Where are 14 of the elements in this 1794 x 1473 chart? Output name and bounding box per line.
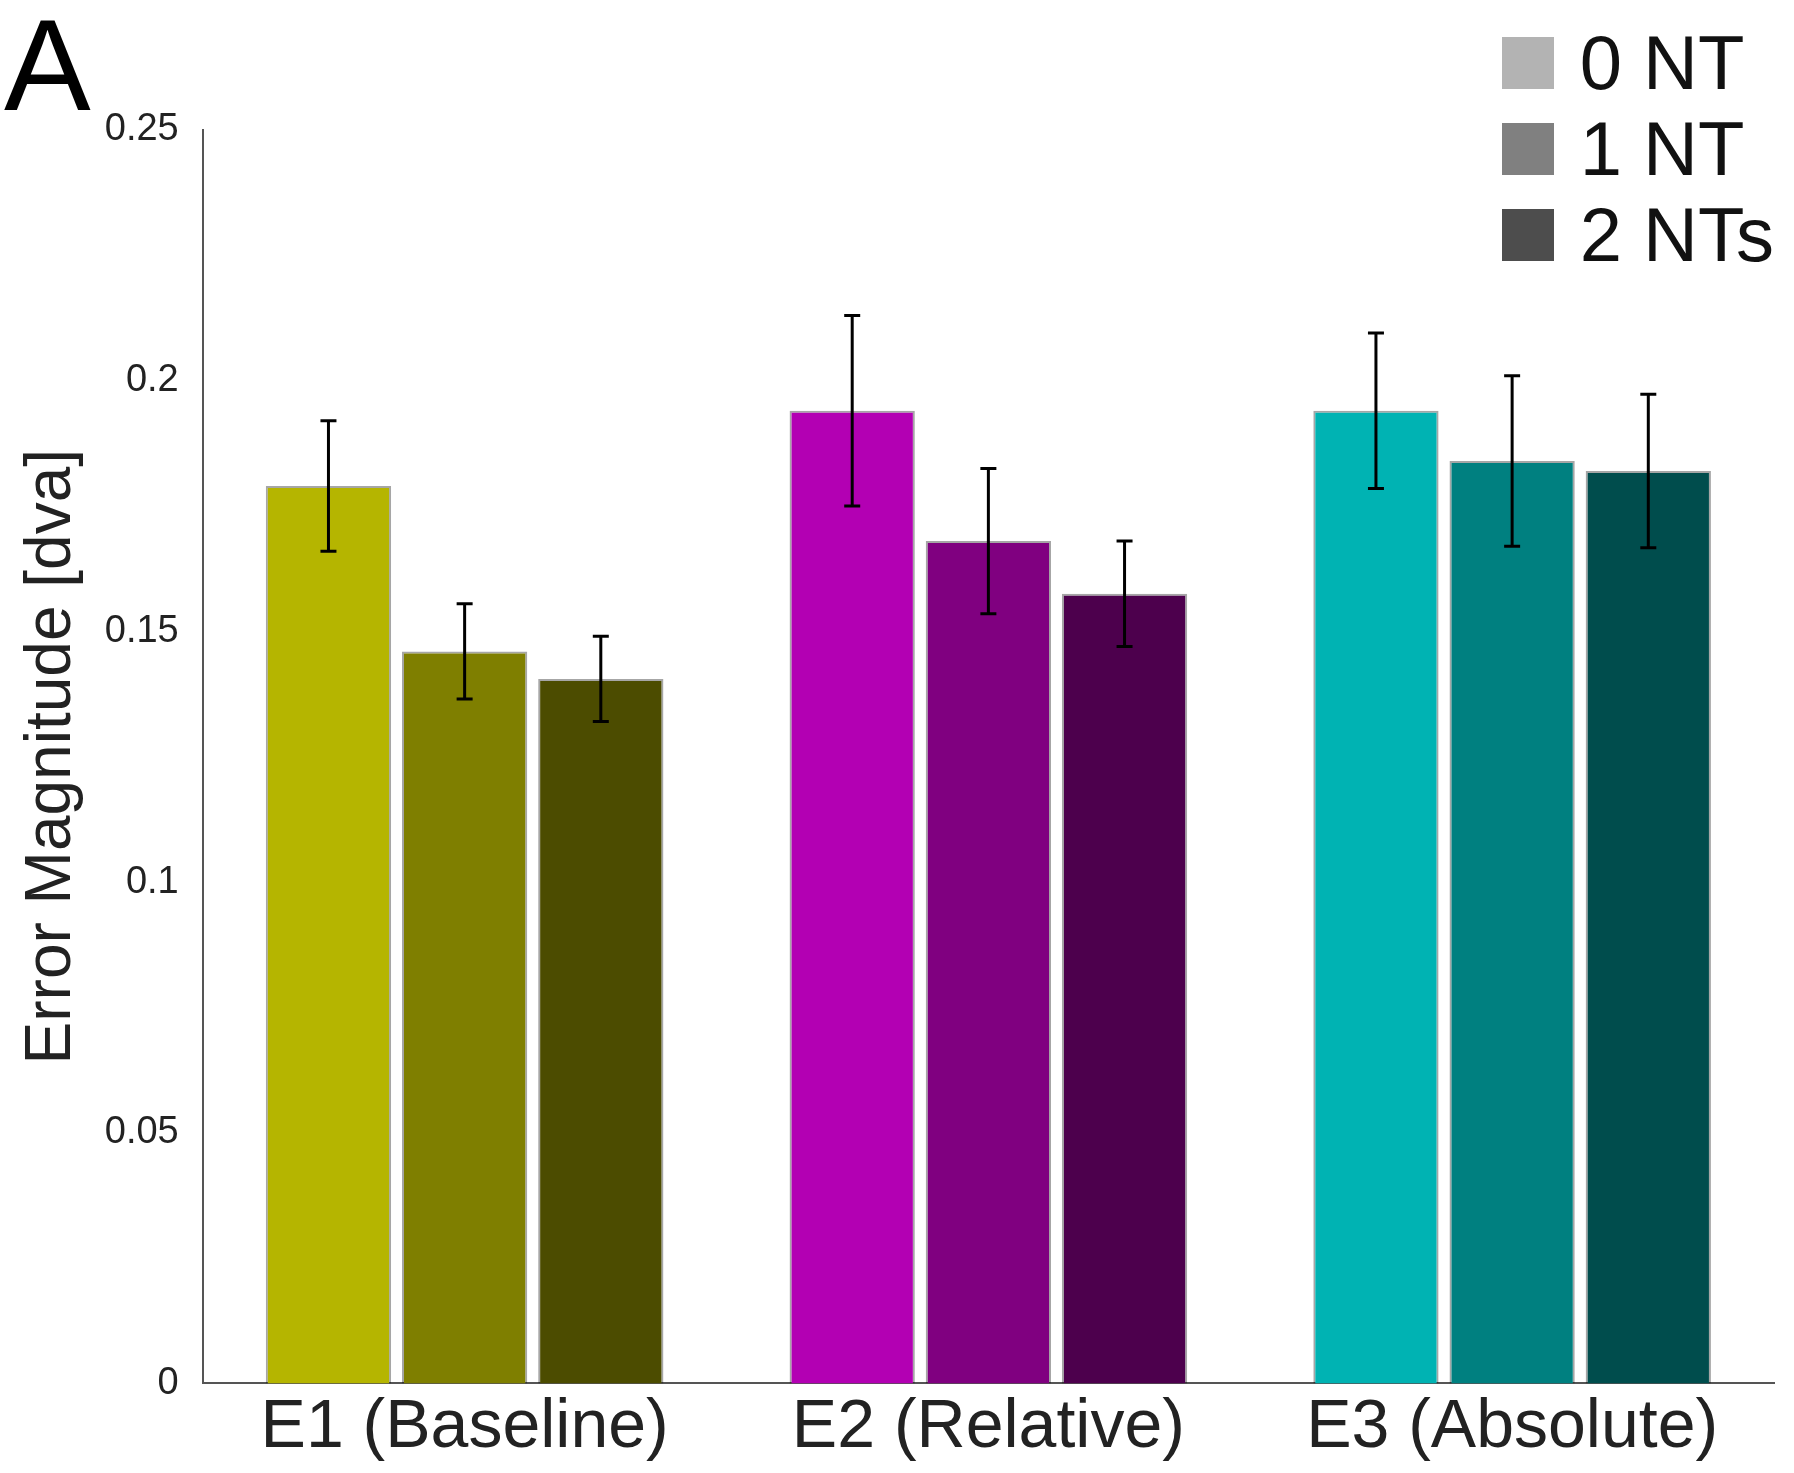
y-axis-title: Error Magnitude [dva] [12,449,85,1065]
text: 1 NT [1579,106,1745,192]
text: A [4,0,91,138]
y-tick-label: 0.1 [125,858,179,901]
x-tick-label: E3 (Absolute) [1306,1384,1719,1461]
y-tick-label: 0.15 [104,607,179,650]
y-tick-label: 0 [157,1359,179,1402]
text: 2 NTs [1579,192,1774,278]
text: 0 NT [1579,20,1745,106]
y-tick-label: 0.25 [104,106,179,149]
y-tick-label: 0.05 [104,1109,179,1152]
x-tick-label: E2 (Relative) [791,1384,1185,1461]
y-tick-label: 0.2 [125,357,179,400]
x-tick-label: E1 (Baseline) [260,1384,669,1461]
